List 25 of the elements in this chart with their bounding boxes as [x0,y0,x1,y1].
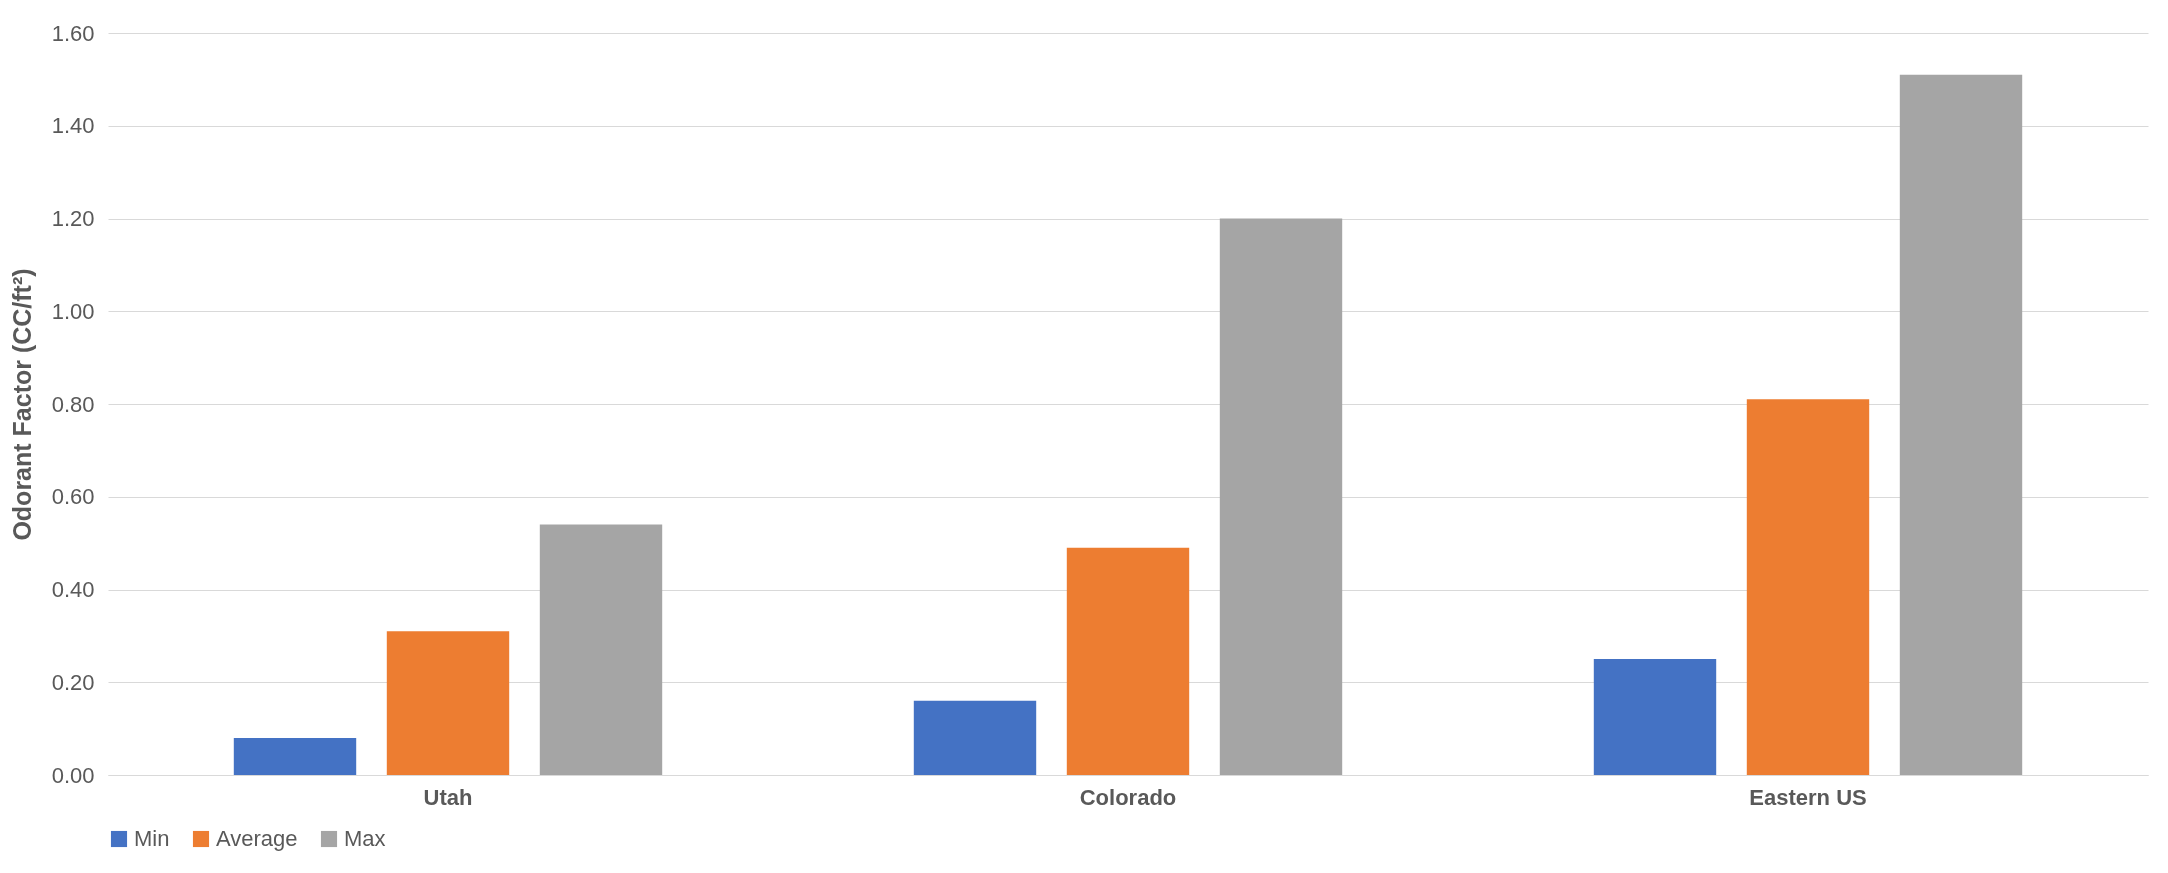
y-tick-label: 0.80 [51,391,95,417]
bar [539,524,663,775]
y-tick-label: 0.00 [51,762,95,788]
bar [1219,218,1343,775]
x-tick-label: Utah [423,784,473,810]
legend-label: Average [216,826,298,851]
y-tick-label: 0.40 [51,577,95,602]
bar [386,631,510,775]
bar [233,737,357,775]
y-tick-label: 1.20 [51,206,95,231]
y-axis-title: Odorant Factor (CC/ft²) [7,268,36,541]
bar [1746,399,1870,775]
bar [1066,547,1190,775]
legend-label: Min [134,826,170,851]
y-tick-label: 1.40 [51,113,95,139]
x-tick-label: Colorado [1079,784,1177,810]
y-tick-label: 0.20 [51,669,95,695]
legend-label: Max [344,826,386,851]
y-tick-label: 1.60 [51,20,95,46]
y-tick-label: 0.60 [51,484,95,510]
bar [1593,659,1717,775]
bar [913,700,1037,775]
y-tick-label: 1.00 [51,298,95,324]
bar [1899,74,2023,775]
x-tick-label: Eastern US [1749,784,1867,810]
